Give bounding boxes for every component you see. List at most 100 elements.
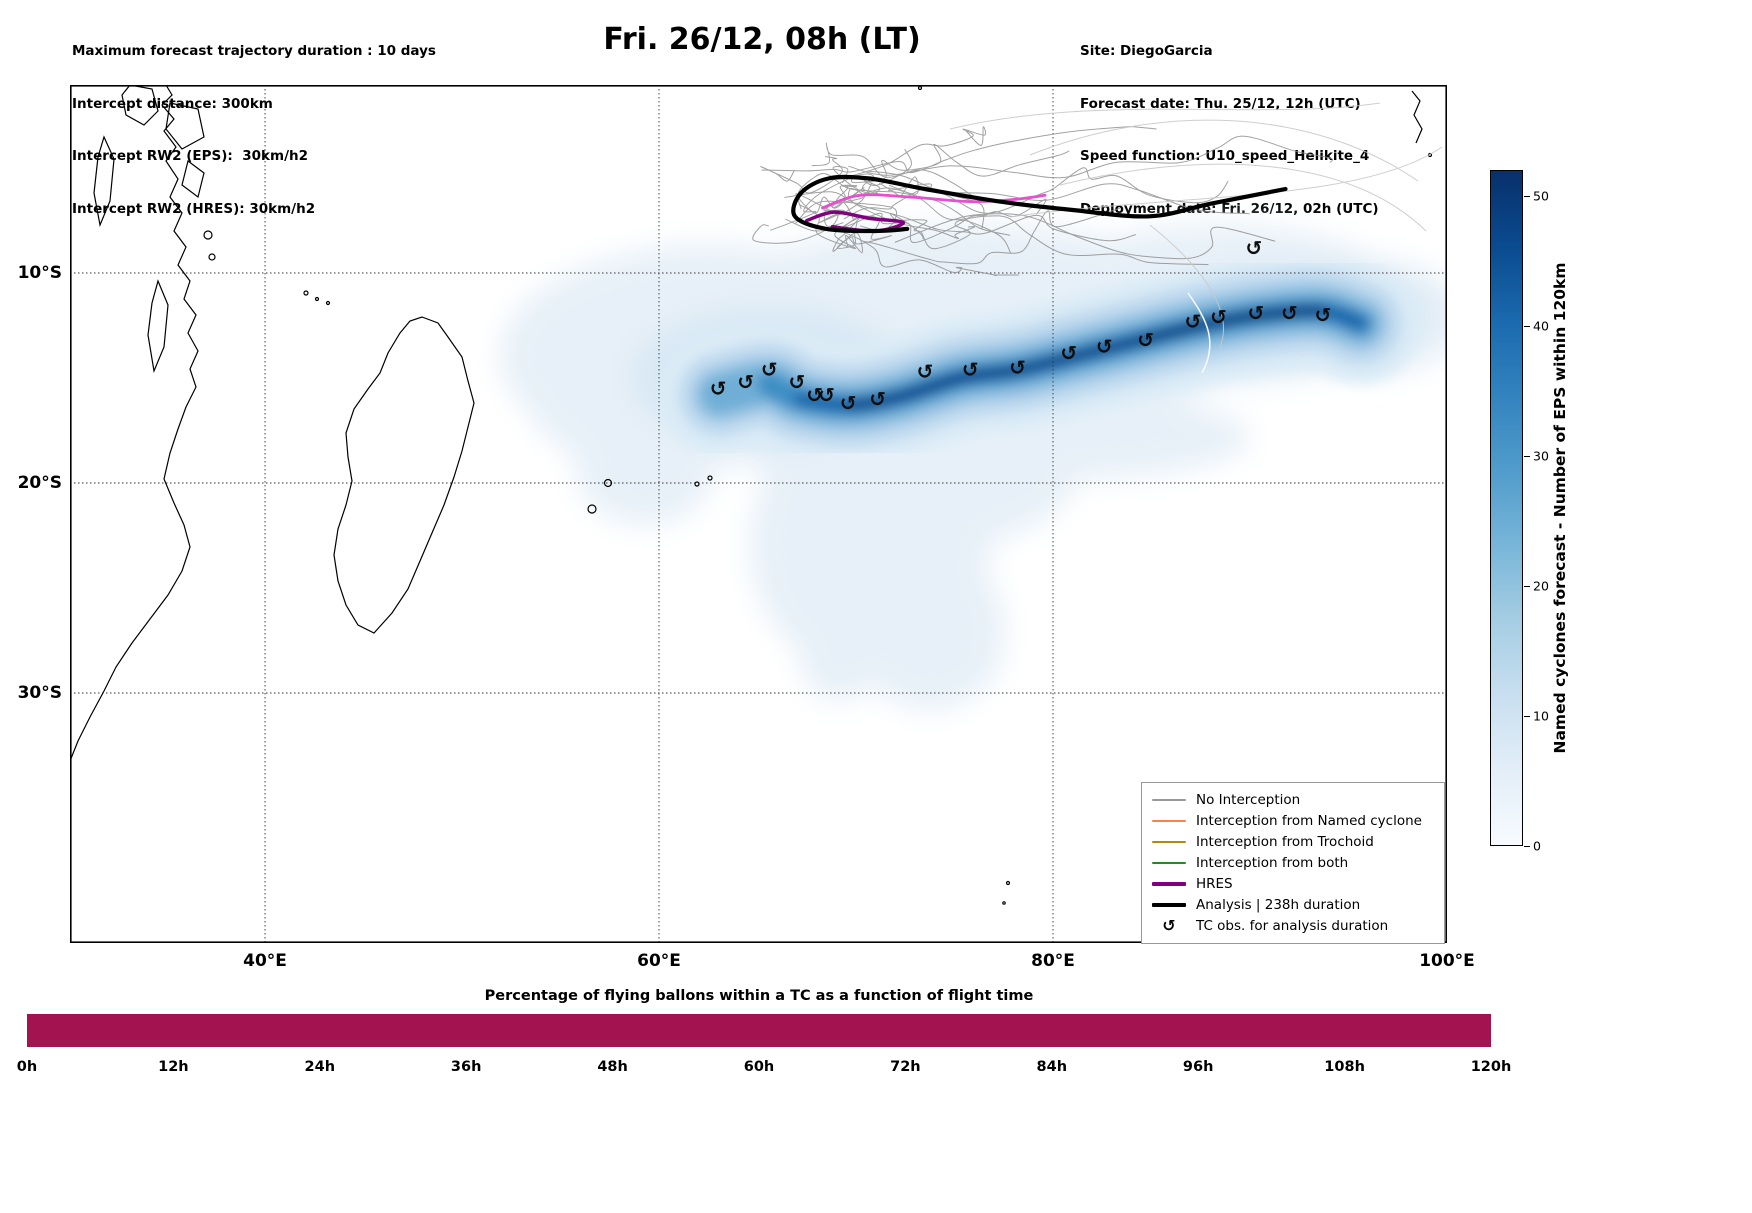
- tc-obs-icon: ↺: [1248, 301, 1265, 325]
- colorbar-tick-mark: [1524, 456, 1530, 457]
- map-canvas: ↺ ↺↺↺↺↺ ↺ ↺↺ ↺ ↺↺ ↺ ↺↺ ↺ ↺ ↺ ↺↺: [70, 85, 1447, 943]
- intercept-rw2-eps-text: Intercept RW2 (EPS): 30km/h2: [72, 148, 308, 164]
- colorbar-tick-mark: [1524, 846, 1530, 847]
- tc-obs-icon: ↺: [1137, 328, 1154, 352]
- highlighted-member-track: [1187, 292, 1211, 374]
- legend-line-swatch: [1152, 820, 1186, 822]
- site-text: Site: DiegoGarcia: [1080, 43, 1213, 59]
- flight-time-tick-label: 72h: [890, 1059, 921, 1075]
- colorbar-tick-mark: [1524, 716, 1530, 717]
- legend-item: Interception from both: [1152, 854, 1434, 872]
- tc-obs-icon: ↺: [761, 358, 778, 382]
- legend-line-swatch: [1152, 903, 1186, 907]
- flight-time-tick-label: 60h: [743, 1059, 775, 1075]
- tc-obs-icon: ↺: [1162, 916, 1176, 935]
- y-axis-tick-label: 30°S: [17, 683, 62, 703]
- graticule: [70, 85, 1447, 943]
- legend-line-sample: [1152, 799, 1186, 801]
- x-axis-tick-label: 60°E: [637, 951, 681, 971]
- legend-line-swatch: [1152, 882, 1186, 886]
- eps-density-core: [660, 250, 1421, 466]
- legend-item: No Interception: [1152, 791, 1434, 809]
- x-axis-tick-label: 40°E: [243, 951, 287, 971]
- tc-obs-icon: ↺: [917, 360, 934, 384]
- tc-obs-markers: ↺ ↺↺↺↺↺ ↺ ↺↺ ↺ ↺↺ ↺ ↺↺ ↺ ↺ ↺ ↺↺: [710, 236, 1332, 415]
- tc-obs-icon: ↺: [1246, 236, 1263, 260]
- legend-line-sample: [1152, 903, 1186, 907]
- legend-item-label: Interception from Named cyclone: [1196, 813, 1422, 829]
- y-axis-tick-label: 10°S: [17, 263, 62, 283]
- flight-time-tick-label: 84h: [1036, 1059, 1068, 1075]
- colorbar-tick-label: 50: [1533, 188, 1549, 204]
- tc-percentage-bar: [27, 1014, 1491, 1047]
- tc-obs-icon: ↺: [962, 358, 979, 382]
- legend-item: Interception from Trochoid: [1152, 833, 1434, 851]
- tc-obs-icon: ↺: [710, 377, 727, 401]
- flight-time-tick-label: 0h: [16, 1059, 38, 1075]
- map-panel: ↺ ↺ ↺ ↺ ↺ ↺ ↺ ↺ ↺ ↺ ↺ ↺ ↺ ↺ ↺ ↺ ↺ ↺ ↺ ↺: [70, 85, 1447, 943]
- tc-obs-icon: ↺: [1060, 341, 1077, 365]
- x-axis-tick-label: 80°E: [1031, 951, 1075, 971]
- flight-time-tick-label: 96h: [1182, 1059, 1214, 1075]
- legend-item-label: Interception from Trochoid: [1196, 834, 1374, 850]
- colorbar-label: Named cyclones forecast - Number of EPS …: [1551, 262, 1569, 754]
- legend-item: HRES: [1152, 875, 1434, 893]
- colorbar-tick-label: 0: [1533, 838, 1541, 854]
- page-title: Fri. 26/12, 08h (LT): [603, 22, 921, 57]
- y-axis-tick-label: 20°S: [17, 473, 62, 493]
- legend-line-sample: [1152, 862, 1186, 864]
- flight-time-tick-label: 120h: [1470, 1059, 1512, 1075]
- colorbar-tick-label: 40: [1533, 318, 1549, 334]
- flight-time-tick-label: 48h: [597, 1059, 628, 1075]
- flight-time-tick-label: 24h: [304, 1059, 336, 1075]
- tc-obs-icon: ↺: [818, 383, 835, 407]
- forecast-settings-block: Maximum forecast trajectory duration : 1…: [72, 8, 436, 253]
- tc-obs-icon: ↺: [869, 387, 886, 411]
- tc-obs-icon: ↺: [1184, 309, 1201, 333]
- tc-obs-icon: ↺: [1009, 356, 1026, 380]
- intercept-rw2-hres-text: Intercept RW2 (HRES): 30km/h2: [72, 200, 316, 217]
- tc-symbol-icon: ↺: [1152, 918, 1186, 934]
- legend-line-sample: [1152, 882, 1186, 886]
- flight-time-tick-label: 108h: [1324, 1059, 1365, 1075]
- tc-obs-icon: ↺: [1096, 335, 1113, 359]
- legend-item-label: Interception from both: [1196, 855, 1349, 871]
- x-axis-tick-label: 100°E: [1419, 951, 1475, 971]
- colorbar-tick-mark: [1524, 196, 1530, 197]
- named-cyclone-track: [821, 193, 1047, 210]
- coastlines: [70, 85, 1433, 905]
- map-border: [70, 85, 1447, 943]
- colorbar-tick-mark: [1524, 326, 1530, 327]
- colorbar-tick-label: 30: [1533, 448, 1549, 464]
- tc-obs-icon: ↺: [1281, 301, 1298, 325]
- legend-line-sample: [1152, 820, 1186, 822]
- speed-function-text: Speed function: U10_speed_Helikite_4: [1080, 148, 1370, 164]
- tc-obs-icon: ↺: [737, 370, 754, 394]
- colorbar: [1490, 170, 1523, 846]
- analysis-track: [791, 174, 1288, 234]
- colorbar-tick-label: 10: [1533, 708, 1549, 724]
- legend-item: ↺ TC obs. for analysis duration: [1152, 917, 1434, 935]
- legend-item: Analysis | 238h duration: [1152, 896, 1434, 914]
- legend-item-label: HRES: [1196, 876, 1233, 892]
- flight-time-tick-label: 12h: [158, 1059, 189, 1075]
- legend-line-sample: [1152, 841, 1186, 843]
- tc-obs-icon: ↺: [840, 391, 857, 415]
- max-duration-text: Maximum forecast trajectory duration : 1…: [72, 43, 436, 59]
- site-info-block: Site: DiegoGarcia Forecast date: Thu. 25…: [1080, 8, 1379, 253]
- legend-item-label: No Interception: [1196, 792, 1301, 808]
- tc-obs-icon: ↺: [1210, 305, 1227, 329]
- legend-line-swatch: [1152, 799, 1186, 801]
- legend-item-label: TC obs. for analysis duration: [1196, 918, 1389, 934]
- forecast-date-text: Forecast date: Thu. 25/12, 12h (UTC): [1080, 95, 1361, 112]
- tc-obs-icon: ↺: [789, 370, 806, 394]
- tc-obs-icon: ↺: [806, 383, 823, 407]
- legend-item: Interception from Named cyclone: [1152, 812, 1434, 830]
- map-legend: No Interception Interception from Named c…: [1141, 782, 1445, 944]
- legend-line-swatch: [1152, 841, 1186, 843]
- colorbar-tick-label: 20: [1533, 578, 1549, 594]
- legend-item-label: Analysis | 238h duration: [1196, 897, 1361, 913]
- bottom-chart-title: Percentage of flying ballons within a TC…: [484, 988, 1034, 1004]
- colorbar-tick-mark: [1524, 586, 1530, 587]
